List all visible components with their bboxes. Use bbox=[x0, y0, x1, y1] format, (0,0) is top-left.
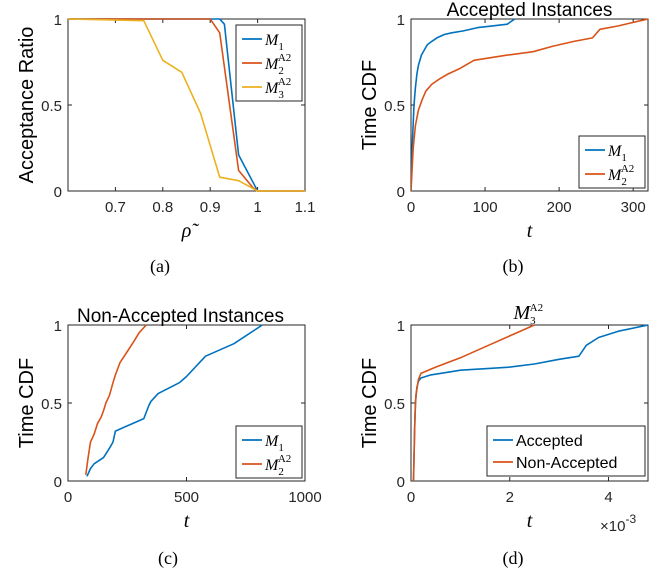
x-axis-label: t bbox=[184, 510, 190, 532]
x-tick-label: 0.7 bbox=[105, 199, 126, 216]
y-tick-label: 0.5 bbox=[41, 98, 62, 115]
x-tick-label: 0 bbox=[407, 489, 415, 506]
legend-label-2-subscript: 2 bbox=[278, 466, 284, 478]
x-axis-multiplier: ×10-3 bbox=[600, 512, 636, 535]
y-axis-label: Time CDF bbox=[359, 358, 381, 448]
legend-label-2-subscript: 2 bbox=[621, 176, 627, 188]
y-tick-label: 0 bbox=[54, 474, 62, 491]
legend-label-2: Non-Accepted bbox=[516, 455, 617, 472]
legend-label-3-subscript: 3 bbox=[278, 89, 284, 101]
x-axis-label: t bbox=[527, 220, 533, 242]
legend-label-3-superscript: A2 bbox=[278, 76, 291, 88]
series-line-2 bbox=[412, 324, 535, 482]
y-tick-label: 0.5 bbox=[384, 98, 405, 115]
chart-title-math-letter: M bbox=[513, 302, 532, 324]
legend-label-3: M3A2 bbox=[264, 76, 291, 101]
legend-label-2-superscript: A2 bbox=[278, 52, 291, 64]
x-axis-label: t bbox=[527, 510, 533, 532]
panel-caption: (c) bbox=[158, 548, 178, 569]
chart-title: Non-Accepted Instances bbox=[77, 306, 284, 327]
series-line-2 bbox=[411, 18, 648, 192]
panel-caption: (b) bbox=[503, 256, 524, 277]
x-tick-label: 1.1 bbox=[295, 199, 316, 216]
legend-box bbox=[235, 425, 303, 479]
legend-box bbox=[486, 425, 646, 477]
legend-label-2: M2A2 bbox=[264, 52, 291, 77]
x-tick-label: 0 bbox=[64, 489, 72, 506]
chart-title: Accepted Instances bbox=[447, 0, 613, 21]
legend-label-2-superscript: A2 bbox=[621, 163, 634, 175]
x-tick-label: 0.9 bbox=[200, 199, 221, 216]
legend-label-2: M2A2 bbox=[607, 163, 634, 188]
y-axis-label: Time CDF bbox=[359, 60, 381, 150]
x-axis-multiplier-base: ×10 bbox=[600, 518, 625, 535]
y-tick-label: 1 bbox=[397, 12, 405, 29]
panel-c: 0 500 1000 0 0.5 1 Time CDF t Non-Accepted Insta… bbox=[16, 306, 322, 569]
y-tick-label: 0.5 bbox=[384, 396, 405, 413]
legend-label-1: Accepted bbox=[516, 433, 583, 450]
legend-label-2-subscript: 2 bbox=[278, 65, 284, 77]
legend-label-1-letter: M bbox=[607, 143, 623, 160]
panel-caption: (a) bbox=[150, 256, 170, 277]
series-line-1 bbox=[86, 324, 263, 477]
y-tick-label: 0 bbox=[54, 184, 62, 201]
x-tick-label: 500 bbox=[174, 489, 199, 506]
y-tick-label: 1 bbox=[54, 318, 62, 335]
x-tick-label: 1000 bbox=[288, 489, 321, 506]
x-tick-label: 4 bbox=[604, 489, 612, 506]
legend-label-1-letter: M bbox=[264, 32, 280, 49]
y-tick-label: 0 bbox=[397, 474, 405, 491]
legend-label-2-letter: M bbox=[607, 167, 623, 184]
legend-label-1-subscript: 1 bbox=[621, 152, 627, 164]
x-tick-label: 1 bbox=[253, 199, 261, 216]
legend-label-1: M1 bbox=[264, 32, 284, 53]
legend-label-1-subscript: 1 bbox=[278, 41, 284, 53]
y-axis-label: Time CDF bbox=[16, 358, 38, 448]
legend-label-3-letter: M bbox=[264, 80, 280, 97]
panel-b: 0 100 200 300 0 0.5 1 Time CDF t Accepted Instanc… bbox=[359, 0, 649, 277]
legend-label-1: M1 bbox=[607, 143, 627, 164]
x-axis-label: ρ̃ bbox=[181, 220, 200, 242]
x-tick-label: 100 bbox=[473, 199, 498, 216]
x-tick-label: 0 bbox=[407, 199, 415, 216]
x-tick-label: 300 bbox=[621, 199, 646, 216]
panel-d: 0 2 4 0 0.5 1 Time CDF t ×10-3 M3A2 Accepted Non-Ac… bbox=[359, 302, 649, 569]
y-axis-label: Acceptance Ratio bbox=[16, 27, 38, 184]
legend-label-2-letter: M bbox=[264, 457, 280, 474]
legend-label-1: M1 bbox=[264, 433, 284, 454]
legend-label-2-letter: M bbox=[264, 56, 280, 73]
x-tick-label: 2 bbox=[506, 489, 514, 506]
legend-label-1-subscript: 1 bbox=[278, 442, 284, 454]
series-line-2 bbox=[85, 324, 147, 475]
chart-title-math-subscript: 3 bbox=[530, 315, 536, 327]
x-tick-label: 0.8 bbox=[152, 199, 173, 216]
y-tick-label: 0 bbox=[397, 184, 405, 201]
y-tick-label: 1 bbox=[54, 12, 62, 29]
y-tick-label: 1 bbox=[397, 318, 405, 335]
legend-box bbox=[578, 135, 646, 189]
legend-label-2: M2A2 bbox=[264, 453, 291, 478]
chart-title-math: M3A2 bbox=[513, 302, 544, 327]
series-line-1 bbox=[411, 18, 516, 192]
legend-label-1-letter: M bbox=[264, 433, 280, 450]
chart-title-math-superscript: A2 bbox=[530, 302, 543, 314]
legend-label-2-superscript: A2 bbox=[278, 453, 291, 465]
x-tick-label: 200 bbox=[547, 199, 572, 216]
series-line-3 bbox=[68, 18, 305, 192]
y-tick-label: 0.5 bbox=[41, 396, 62, 413]
x-axis-multiplier-exponent: -3 bbox=[625, 512, 636, 526]
legend: Accepted Non-Accepted bbox=[486, 425, 646, 477]
panel-caption: (d) bbox=[503, 548, 524, 569]
